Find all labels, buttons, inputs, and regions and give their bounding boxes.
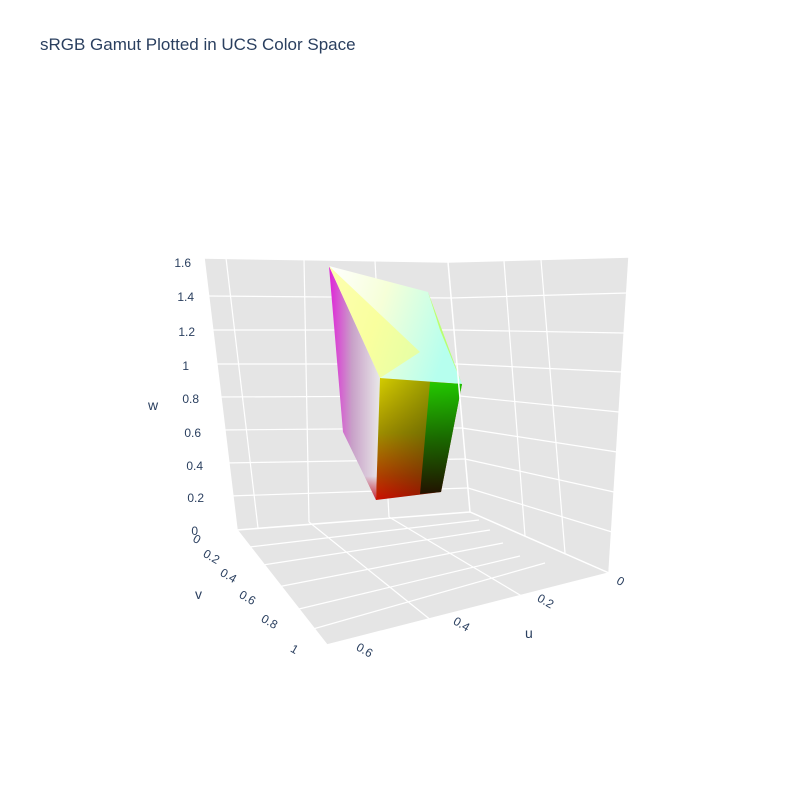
v-tick: 0.8 [259,611,281,632]
u-tick: 0 [614,573,627,589]
w-tick: 1.2 [178,325,195,339]
w-axis-ticks: 1.6 1.4 1.2 1 0.8 0.6 0.4 0.2 0 [174,256,204,538]
gamut-face-top-white [329,266,462,384]
v-tick: 0.6 [237,587,259,608]
gamut-face-green [420,382,462,494]
back-wall-right [448,257,629,573]
w-tick: 1.6 [174,256,191,270]
gamut-solid[interactable] [329,266,462,500]
w-axis-title: w [147,397,159,413]
chart-title: sRGB Gamut Plotted in UCS Color Space [40,35,356,54]
w-tick: 0 [191,524,198,538]
w-tick: 1 [182,359,189,373]
v-tick: 1 [288,641,301,657]
floor-pane [237,512,609,645]
u-tick: 0.2 [535,591,557,612]
w-tick: 0.2 [187,491,204,505]
u-tick: 0.6 [354,640,376,661]
w-tick: 1.4 [177,290,194,304]
u-axis-title: u [525,625,533,641]
u-tick: 0.4 [451,614,473,635]
v-tick: 0.4 [218,565,240,586]
v-axis-title: v [195,586,202,602]
v-tick: 0.2 [201,546,223,567]
scene-edges [203,256,630,646]
w-tick: 0.8 [182,392,199,406]
w-tick: 0.4 [186,459,203,473]
gamut-face-top-yellow [329,266,420,378]
gamut-face-top-cyan [428,292,462,384]
gamut-face-magenta-shade [343,432,378,500]
w-tick: 0.6 [184,426,201,440]
